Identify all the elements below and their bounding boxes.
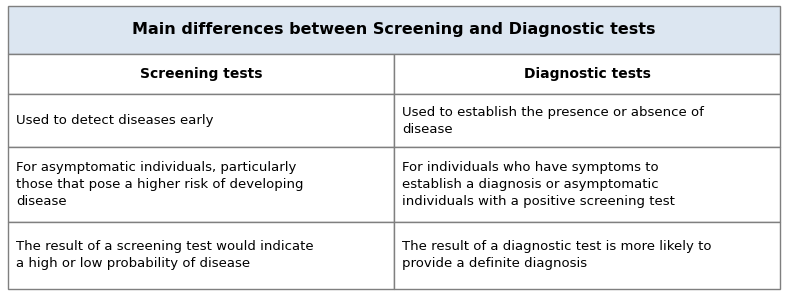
Text: The result of a screening test would indicate
a high or low probability of disea: The result of a screening test would ind… — [16, 240, 314, 271]
Bar — [394, 147, 780, 222]
Bar — [394, 222, 780, 289]
Bar — [394, 94, 780, 147]
Text: Diagnostic tests: Diagnostic tests — [523, 67, 650, 81]
Text: The result of a diagnostic test is more likely to
provide a definite diagnosis: The result of a diagnostic test is more … — [402, 240, 712, 271]
Text: For asymptomatic individuals, particularly
those that pose a higher risk of deve: For asymptomatic individuals, particular… — [16, 161, 303, 208]
Text: Used to detect diseases early: Used to detect diseases early — [16, 114, 214, 127]
Bar — [8, 94, 394, 147]
Text: For individuals who have symptoms to
establish a diagnosis or asymptomatic
indiv: For individuals who have symptoms to est… — [402, 161, 675, 208]
Bar — [8, 147, 394, 222]
Text: Screening tests: Screening tests — [139, 67, 262, 81]
Bar — [8, 54, 394, 94]
Text: Main differences between Screening and Diagnostic tests: Main differences between Screening and D… — [132, 22, 656, 37]
Bar — [8, 222, 394, 289]
Text: Used to establish the presence or absence of
disease: Used to establish the presence or absenc… — [402, 106, 704, 136]
Bar — [8, 6, 780, 54]
Bar — [394, 54, 780, 94]
